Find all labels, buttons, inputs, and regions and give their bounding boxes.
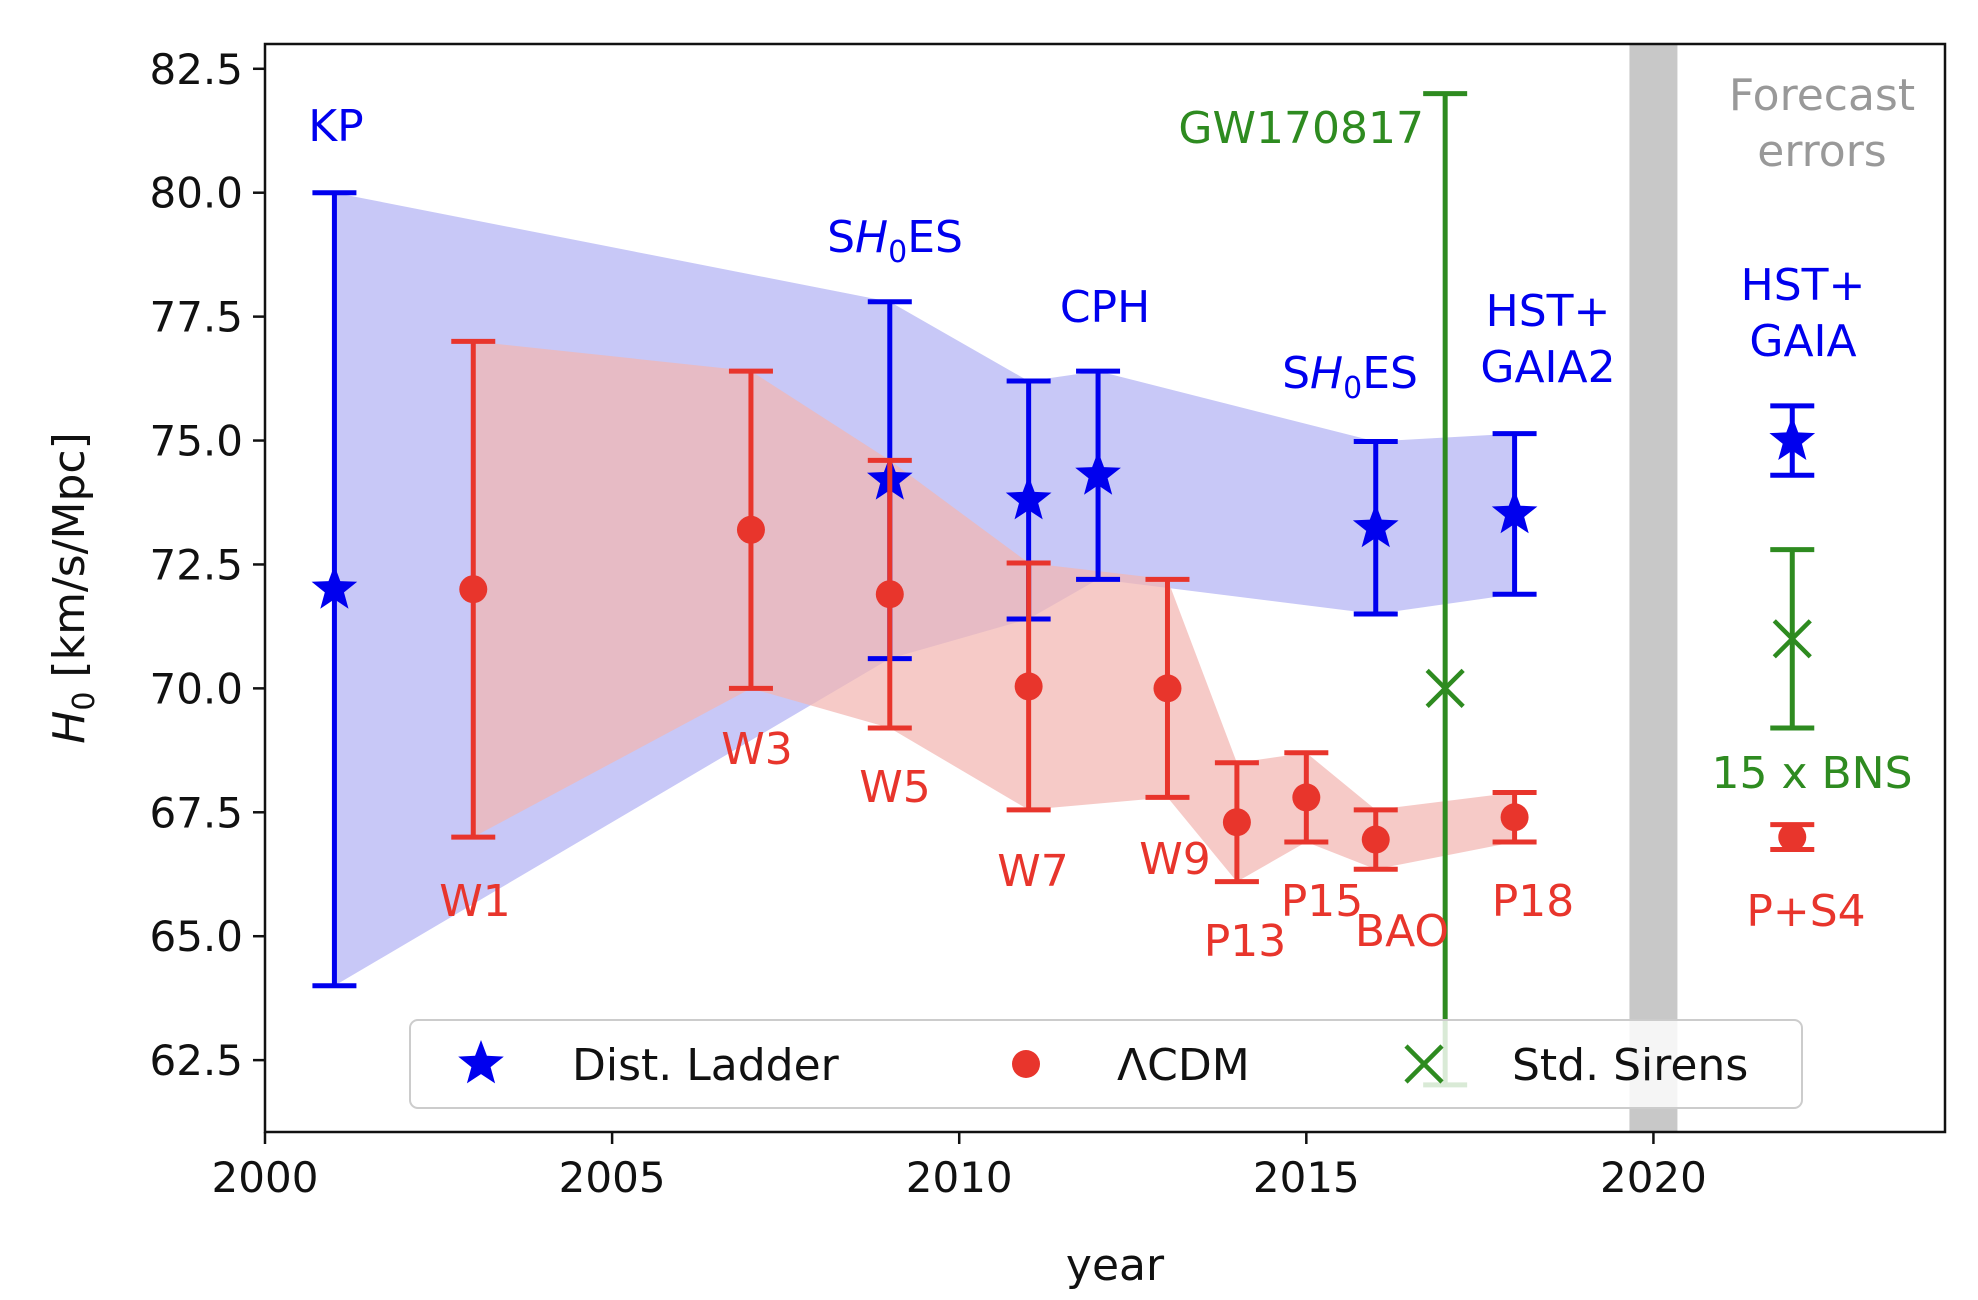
sirens-x-marker [1425,668,1465,708]
forecast-label: Forecast [1729,70,1915,121]
lcdm-circle-marker [1292,783,1321,812]
x-axis-title: year [1066,1240,1165,1291]
point-label: W7 [997,846,1069,897]
legend-x-marker [1404,1044,1444,1084]
lcdm-circle-marker [459,575,488,604]
point-label: P18 [1492,876,1575,927]
lcdm-circle-marker [1153,674,1182,703]
ladder-star-marker [1491,489,1538,534]
lcdm-circle-marker [1778,823,1807,852]
uncertainty-bands [334,192,1515,986]
ladder-star-marker [1769,416,1816,460]
x-tick-label: 2010 [906,1153,1013,1202]
point-label: KP [308,101,363,152]
y-tick-label: 80.0 [149,169,243,218]
ladder-star-marker [1352,503,1399,548]
y-tick-label: 75.0 [149,417,243,466]
lcdm-band [473,341,1515,882]
point-label: 15 x BNS [1711,748,1912,799]
point-label: W9 [1139,834,1211,885]
point-label: HST+ [1741,260,1866,311]
lcdm-circle-marker [1222,808,1251,837]
y-tick-label: 67.5 [149,788,243,837]
forecast-label: errors [1757,126,1886,177]
x-tick-label: 2015 [1253,1153,1360,1202]
point-label: SH0ES [1282,348,1418,406]
y-tick-label: 70.0 [149,664,243,713]
y-tick-label: 72.5 [149,540,243,589]
ladder-star-marker [1005,476,1052,520]
point-label: SH0ES [827,212,963,270]
x-tick-label: 2020 [1600,1153,1707,1202]
point-label: W3 [721,724,793,775]
point-label: GW170817 [1178,103,1424,154]
y-axis-title: H0 [km/s/Mpc] [44,432,102,744]
lcdm-circle-marker [1014,672,1043,701]
point-label: W5 [859,762,931,813]
y-tick-label: 77.5 [149,293,243,342]
ladder-star-marker [311,565,358,609]
data-series [311,91,1816,1088]
point-label: BAO [1355,906,1449,957]
legend-label: Std. Sirens [1512,1040,1748,1091]
legend-star-marker [458,1040,504,1084]
legend-label: ΛCDM [1117,1040,1250,1091]
point-label: GAIA2 [1480,342,1615,393]
x-tick-label: 2005 [559,1153,666,1202]
y-tick-label: 65.0 [149,912,243,961]
point-label: GAIA [1749,316,1856,367]
legend: Dist. Ladder ΛCDM Std. Sirens [409,1019,1803,1109]
point-label: CPH [1060,282,1150,333]
axes: 2000 2005 2010 2015 2020 62.5 65.0 67.5 70.0 72.5… [44,42,1947,1291]
point-label: P15 [1281,876,1364,927]
lcdm-circle-marker [1500,803,1529,832]
lcdm-circle-marker [1361,825,1390,854]
lcdm-circle-marker [736,515,765,544]
ladder-star-marker [1075,451,1121,495]
plot-frame [263,42,1947,1134]
point-label: P+S4 [1746,886,1865,937]
point-label: HST+ [1486,286,1611,337]
forecast-bar [1629,44,1678,1132]
point-label: P13 [1204,916,1287,967]
legend-circle-marker [1012,1050,1040,1078]
y-tick-label: 82.5 [149,45,243,94]
lcdm-circle-marker [875,580,904,609]
point-labels: KPSH0ESCPHSH0ESHST+GAIA2HST+GAIAW1W3W5W7… [308,101,1912,967]
legend-label: Dist. Ladder [572,1040,840,1091]
x-tick-label: 2000 [212,1153,319,1202]
y-tick-label: 62.5 [149,1036,243,1085]
point-label: W1 [439,876,511,927]
legend-box [409,1019,1803,1109]
sirens-x-marker [1772,619,1812,659]
